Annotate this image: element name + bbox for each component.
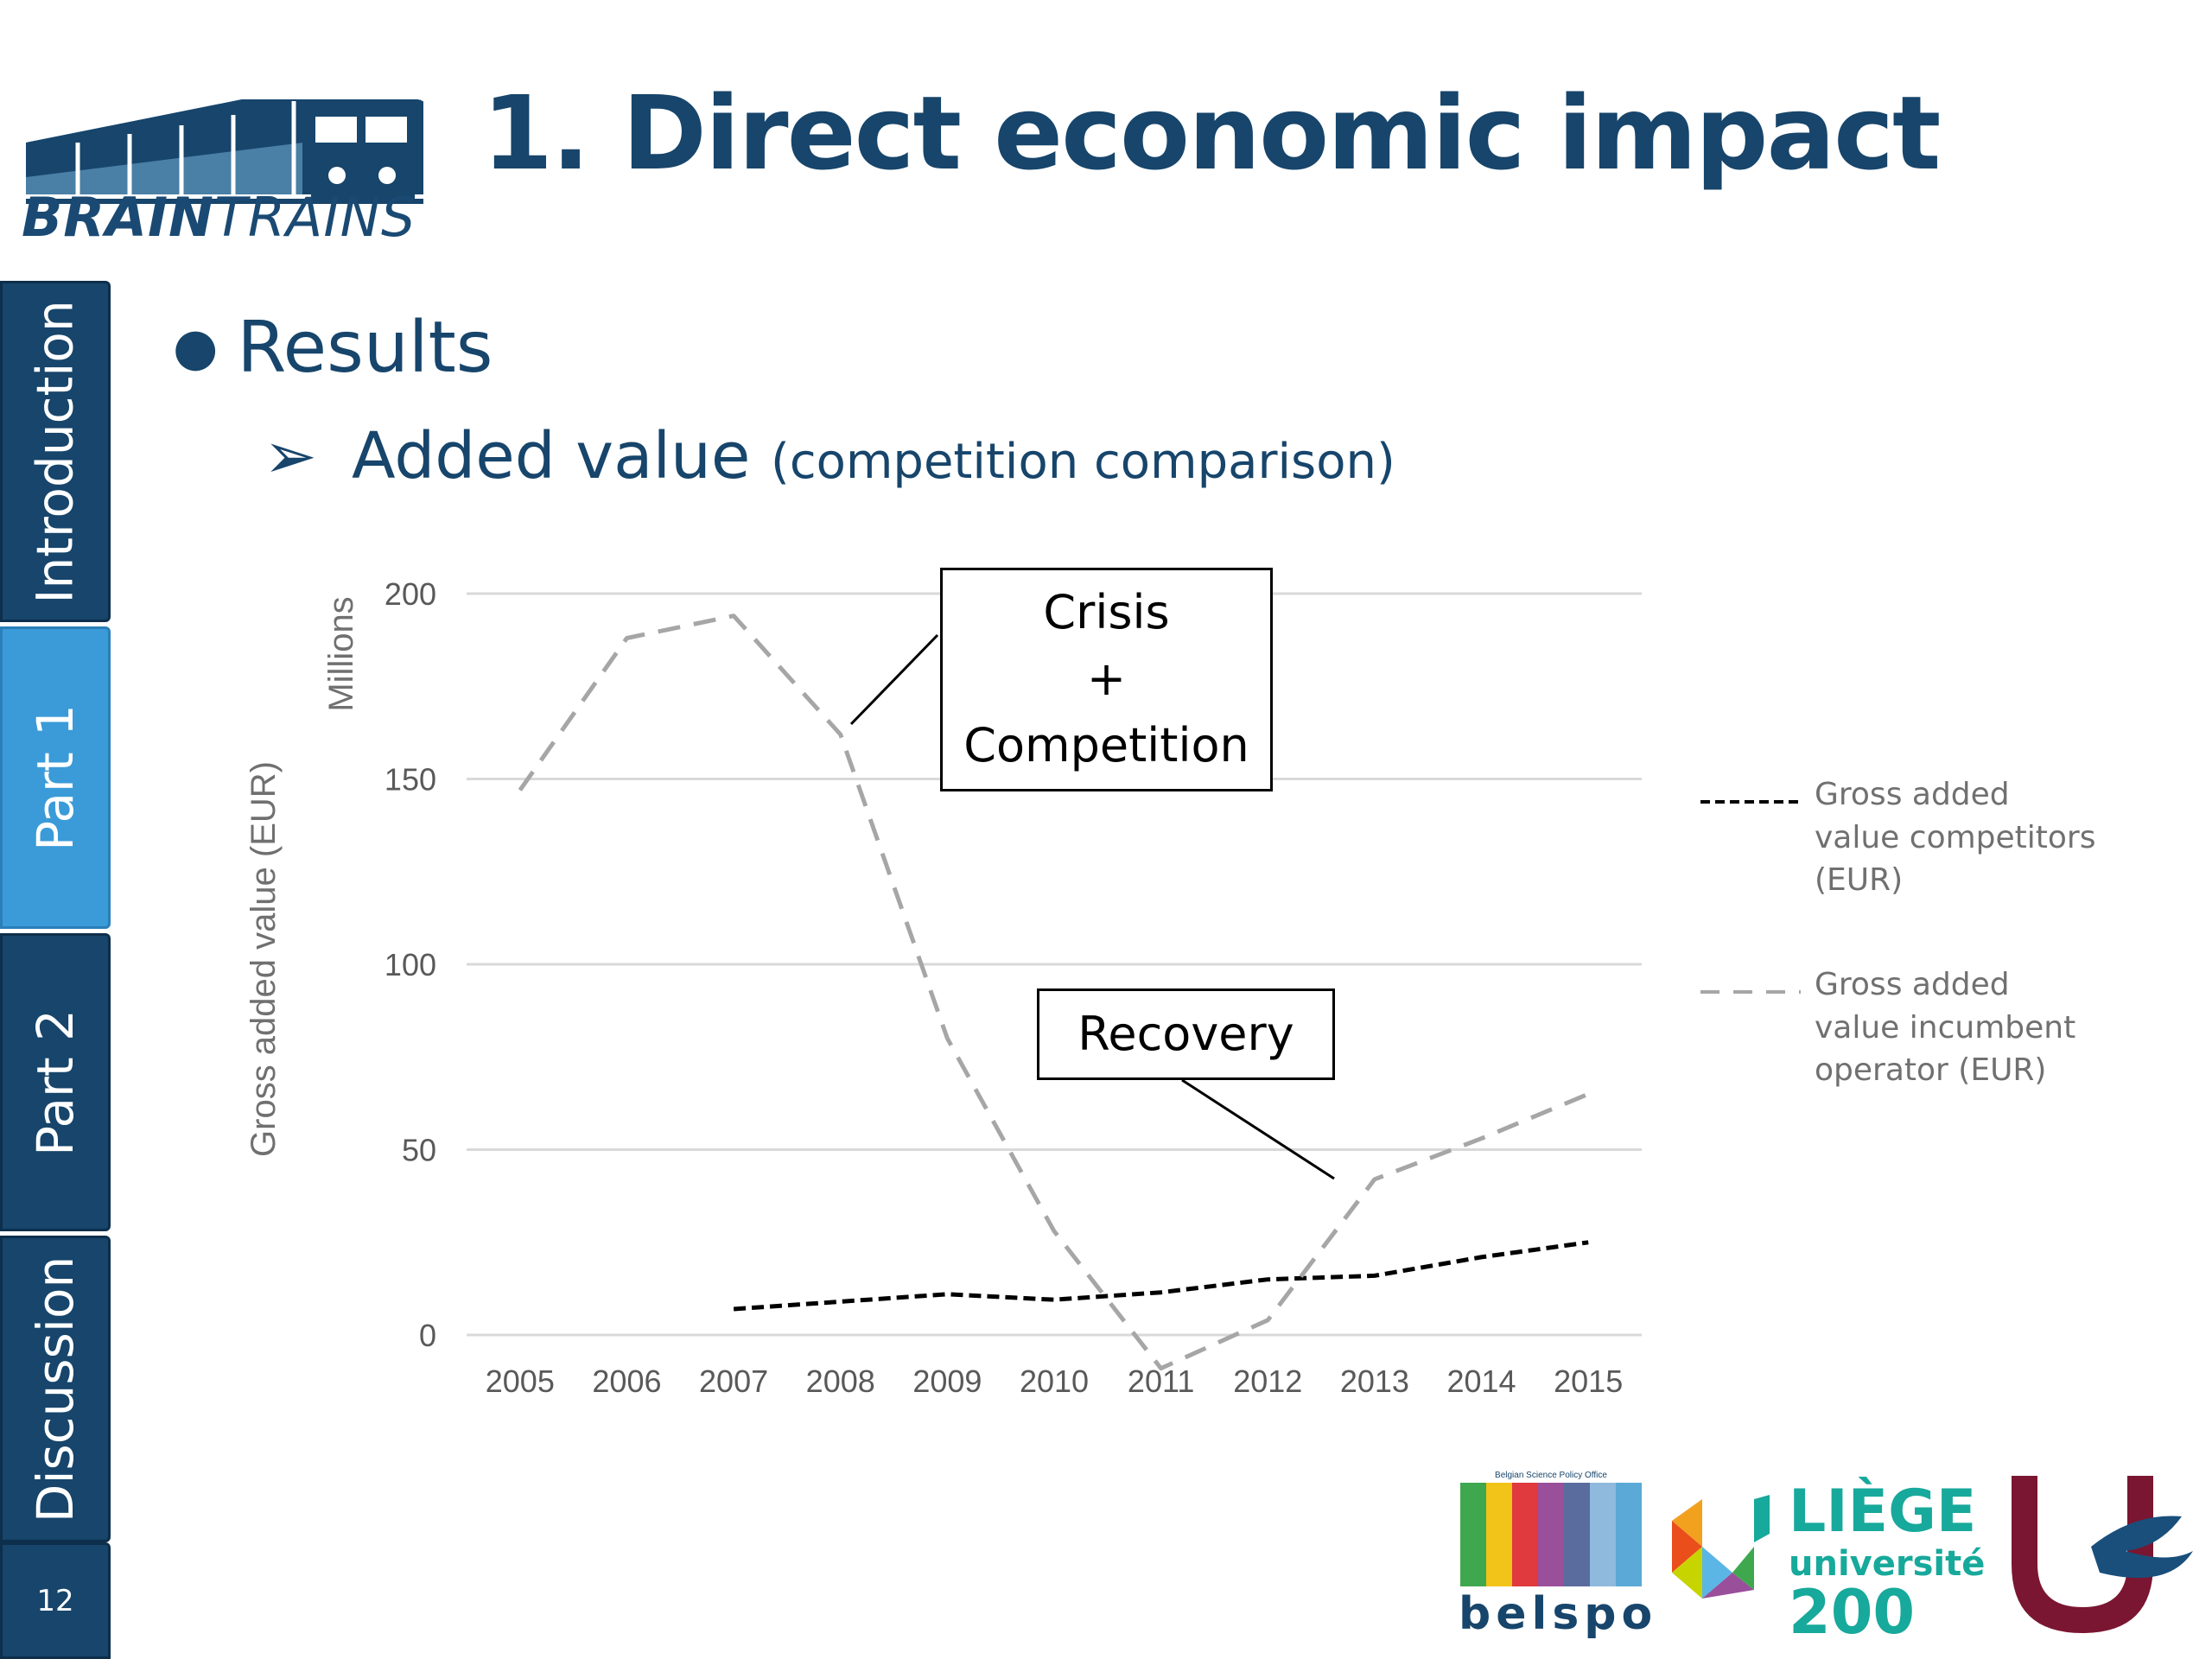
x-tick-label: 2008 — [806, 1363, 875, 1399]
x-tick-label: 2011 — [1128, 1363, 1194, 1399]
x-tick-label: 2007 — [699, 1363, 768, 1399]
x-tick-label: 2012 — [1233, 1363, 1302, 1399]
x-tick-label: 2010 — [1020, 1363, 1089, 1399]
y-tick-label: 200 — [385, 576, 436, 612]
nav-tab-discussion[interactable]: Discussion — [0, 1236, 111, 1542]
y-tick-labels: 0 50 100 150 200 — [385, 576, 436, 1353]
legend-item-incumbent: Gross added value incumbent operator (EU… — [1700, 963, 2100, 1092]
logo-text: BRAINTRAINS — [22, 186, 416, 249]
y-axis-label: Gross added value (EUR) — [245, 761, 283, 1157]
x-tick-label: 2009 — [912, 1363, 982, 1399]
x-tick-label: 2005 — [486, 1363, 555, 1399]
crisis-annotation: Crisis + Competition — [940, 568, 1273, 791]
y-tick-label: 50 — [402, 1133, 436, 1168]
bullet-results: ● Results — [173, 307, 493, 389]
x-tick-label: 2013 — [1340, 1363, 1409, 1399]
section-nav: Introduction Part 1 Part 2 Discussion — [0, 281, 114, 1659]
liege-university-logo: LIÈGE université 200 — [1668, 1465, 1985, 1648]
arrow-bullet-icon: ➢ — [264, 419, 318, 493]
liege-mosaic-icon — [1672, 1495, 1770, 1599]
belspo-bars-icon: Belgian Science Policy Office — [1460, 1471, 1642, 1586]
recovery-pointer-line — [1181, 1078, 1335, 1180]
y-axis-unit: Millions — [322, 596, 360, 711]
series-line-competitors — [733, 1240, 1589, 1312]
x-tick-labels: 2005 2006 2007 2008 2009 2010 2011 2012 2013 2014… — [486, 1363, 1623, 1399]
y-tick-label: 100 — [385, 947, 436, 982]
crisis-pointer-line — [849, 633, 939, 726]
nav-tab-introduction[interactable]: Introduction — [0, 281, 111, 622]
y-tick-label: 150 — [385, 762, 436, 798]
legend-swatch-incumbent — [1700, 990, 1801, 994]
recovery-annotation: Recovery — [1037, 988, 1335, 1080]
nav-tab-part-2[interactable]: Part 2 — [0, 933, 111, 1231]
x-tick-label: 2014 — [1446, 1363, 1516, 1399]
nav-tab-part-1[interactable]: Part 1 — [0, 626, 111, 929]
belspo-logo: Belgian Science Policy Office belspo — [1459, 1471, 1658, 1640]
legend-swatch-competitors — [1700, 800, 1801, 804]
svg-text:Belgian Science Policy Office: Belgian Science Policy Office — [1495, 1471, 1607, 1480]
legend-item-competitors: Gross added value competitors (EUR) — [1700, 773, 2100, 902]
slide-title: 1. Direct economic impact — [482, 73, 1941, 193]
y-tick-label: 0 — [419, 1318, 436, 1353]
train-icon — [26, 99, 423, 204]
university-u-logo — [2012, 1476, 2193, 1633]
bullet-added-value: ➢ Added value (competition comparison) — [264, 419, 1395, 493]
x-tick-label: 2006 — [592, 1363, 661, 1399]
x-tick-label: 2015 — [1554, 1363, 1623, 1399]
page-number: 12 — [0, 1542, 111, 1659]
bullet-dot-icon: ● — [173, 317, 219, 378]
